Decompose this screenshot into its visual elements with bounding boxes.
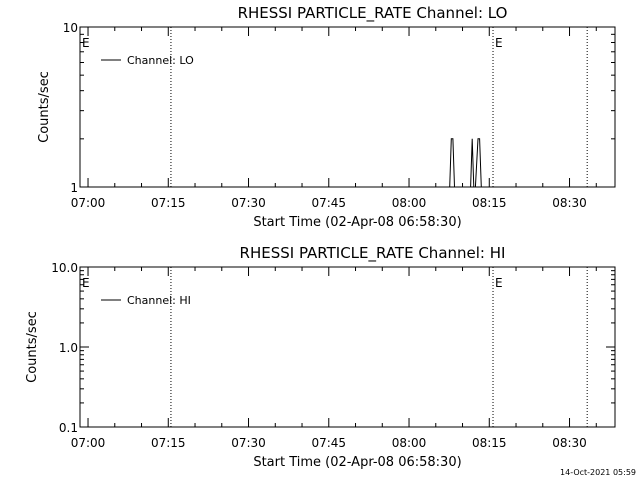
y-tick-label: 1.0 (59, 341, 78, 355)
event-marker-label: E (82, 36, 90, 50)
y-tick-label: 10 (63, 21, 78, 35)
y-tick-label: 10.0 (51, 261, 78, 275)
x-tick-label: 07:00 (71, 436, 106, 450)
x-tick-label: 08:00 (392, 196, 427, 210)
x-tick-label: 07:15 (151, 196, 186, 210)
legend-label: Channel: HI (127, 294, 191, 307)
y-axis-title: Counts/sec (25, 311, 40, 383)
series-line (449, 138, 482, 188)
legend-label: Channel: LO (127, 54, 194, 67)
event-marker-label: E (495, 36, 503, 50)
event-marker-label: E (82, 276, 90, 290)
y-tick-label: 0.1 (59, 421, 78, 435)
plot-frame (79, 26, 616, 188)
x-axis-title: Start Time (02-Apr-08 06:58:30) (253, 215, 461, 230)
x-tick-label: 08:00 (392, 436, 427, 450)
x-tick-label: 07:30 (231, 436, 266, 450)
y-axis-title: Counts/sec (37, 71, 52, 143)
y-tick-label: 1 (70, 181, 78, 195)
x-tick-label: 07:15 (151, 436, 186, 450)
x-tick-label: 07:00 (71, 196, 106, 210)
x-tick-label: 08:15 (472, 436, 507, 450)
plot-panel-hi: RHESSI PARTICLE_RATE Channel: HI 0.1 1.0 10… (25, 244, 616, 470)
chart-title: RHESSI PARTICLE_RATE Channel: HI (240, 244, 506, 263)
plot-panel-lo: RHESSI PARTICLE_RATE Channel: LO 1 10 07:00… (37, 4, 616, 230)
x-tick-label: 08:30 (552, 196, 587, 210)
event-marker-label: E (495, 276, 503, 290)
x-axis-title: Start Time (02-Apr-08 06:58:30) (253, 455, 461, 470)
x-tick-label: 07:45 (311, 436, 346, 450)
x-tick-label: 07:45 (311, 196, 346, 210)
plot-frame (79, 266, 616, 428)
x-tick-label: 07:30 (231, 196, 266, 210)
x-tick-label: 08:30 (552, 436, 587, 450)
timestamp: 14-Oct-2021 05:59 (560, 468, 636, 477)
x-tick-label: 08:15 (472, 196, 507, 210)
chart-title: RHESSI PARTICLE_RATE Channel: LO (238, 4, 508, 23)
